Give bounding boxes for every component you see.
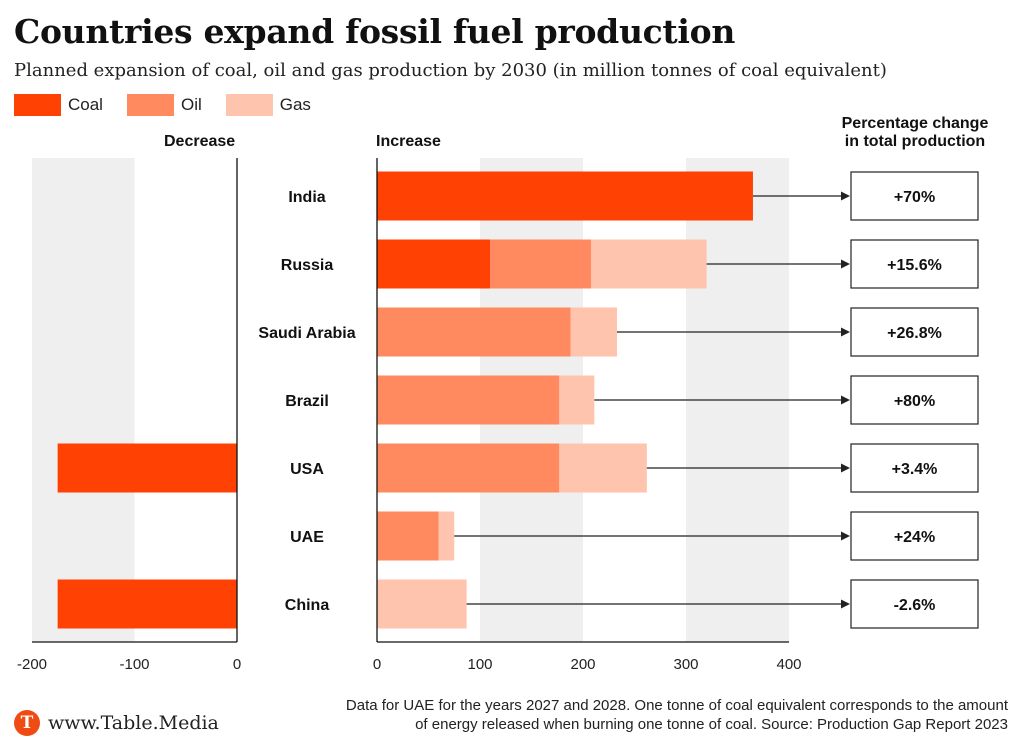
country-label: USA xyxy=(290,461,324,478)
percentage-header-line1: Percentage change xyxy=(841,115,989,132)
bar-gas-increase-saudi-arabia xyxy=(570,307,617,357)
x-tick-label: 300 xyxy=(673,656,698,673)
arrow-head-icon xyxy=(841,463,850,473)
bar-gas-increase-uae xyxy=(438,511,455,561)
percentage-box xyxy=(850,579,979,629)
brand-url[interactable]: www.Table.Media xyxy=(48,712,219,734)
bar-oil-increase-usa xyxy=(377,443,560,493)
bar-coal-increase-india xyxy=(377,171,753,221)
percentage-change-value: +24% xyxy=(894,529,935,546)
x-tick-label: -200 xyxy=(17,656,47,673)
bar-gas-increase-russia xyxy=(591,239,707,289)
percentage-box xyxy=(850,239,979,289)
x-tick-label: -100 xyxy=(119,656,149,673)
footnote-line1: Data for UAE for the years 2027 and 2028… xyxy=(345,697,1008,714)
bar-oil-increase-saudi-arabia xyxy=(377,307,571,357)
percentage-change-value: +26.8% xyxy=(887,325,942,342)
percentage-change-value: +80% xyxy=(894,393,935,410)
bar-oil-increase-brazil xyxy=(377,375,560,425)
legend-swatch-oil xyxy=(126,94,174,116)
bar-coal-decrease-usa xyxy=(57,443,237,493)
x-tick-label: 0 xyxy=(373,656,381,673)
arrow-head-icon xyxy=(841,599,850,609)
country-label: Russia xyxy=(281,257,334,274)
footnote: Data for UAE for the years 2027 and 2028… xyxy=(248,696,1008,734)
percentage-box xyxy=(850,443,979,493)
brand[interactable]: T www.Table.Media xyxy=(14,710,219,736)
x-tick-label: 100 xyxy=(467,656,492,673)
bar-oil-increase-uae xyxy=(377,511,439,561)
percentage-change-value: +15.6% xyxy=(887,257,942,274)
bar-coal-decrease-china xyxy=(57,579,237,629)
arrow-head-icon xyxy=(841,395,850,405)
chart-title: Countries expand fossil fuel production xyxy=(14,12,736,51)
table-media-logo-icon: T xyxy=(14,710,40,736)
country-label: Saudi Arabia xyxy=(258,325,355,342)
country-label: India xyxy=(288,189,325,206)
country-label: Brazil xyxy=(285,393,329,410)
percentage-header-line2: in total production xyxy=(844,133,986,150)
x-tick-label: 200 xyxy=(570,656,595,673)
percentage-box xyxy=(850,171,979,221)
legend-label-oil: Oil xyxy=(180,95,202,114)
legend-label-coal: Coal xyxy=(68,95,103,114)
arrow-head-icon xyxy=(841,531,850,541)
percentage-box xyxy=(850,307,979,357)
arrow-head-icon xyxy=(841,191,850,201)
x-tick-label: 0 xyxy=(233,656,241,673)
percentage-change-value: -2.6% xyxy=(894,597,936,614)
x-tick-label: 400 xyxy=(776,656,801,673)
grid-band xyxy=(32,158,135,642)
percentage-box xyxy=(850,511,979,561)
legend-item-gas: Gas xyxy=(225,94,311,116)
increase-header: Increase xyxy=(376,133,441,150)
bar-oil-increase-russia xyxy=(490,239,592,289)
legend-item-coal: Coal xyxy=(14,94,103,116)
country-label: UAE xyxy=(290,529,324,546)
percentage-change-value: +70% xyxy=(894,189,935,206)
arrow-head-icon xyxy=(841,327,850,337)
legend-swatch-coal xyxy=(14,94,61,116)
bar-gas-increase-brazil xyxy=(559,375,595,425)
percentage-change-value: +3.4% xyxy=(892,461,938,478)
legend-item-oil: Oil xyxy=(126,94,202,116)
chart-subtitle: Planned expansion of coal, oil and gas p… xyxy=(14,60,887,81)
bar-gas-increase-usa xyxy=(559,443,647,493)
legend: Coal Oil Gas xyxy=(14,94,335,116)
bar-coal-increase-russia xyxy=(377,239,491,289)
decrease-header: Decrease xyxy=(164,133,236,150)
country-label: China xyxy=(285,597,330,614)
legend-swatch-gas xyxy=(225,94,273,116)
bar-gas-increase-china xyxy=(377,579,467,629)
footnote-line2: of energy released when burning one tonn… xyxy=(415,716,1008,733)
percentage-change-header: Percentage change in total production xyxy=(820,115,1010,151)
percentage-box xyxy=(850,375,979,425)
arrow-head-icon xyxy=(841,259,850,269)
legend-label-gas: Gas xyxy=(279,95,311,114)
